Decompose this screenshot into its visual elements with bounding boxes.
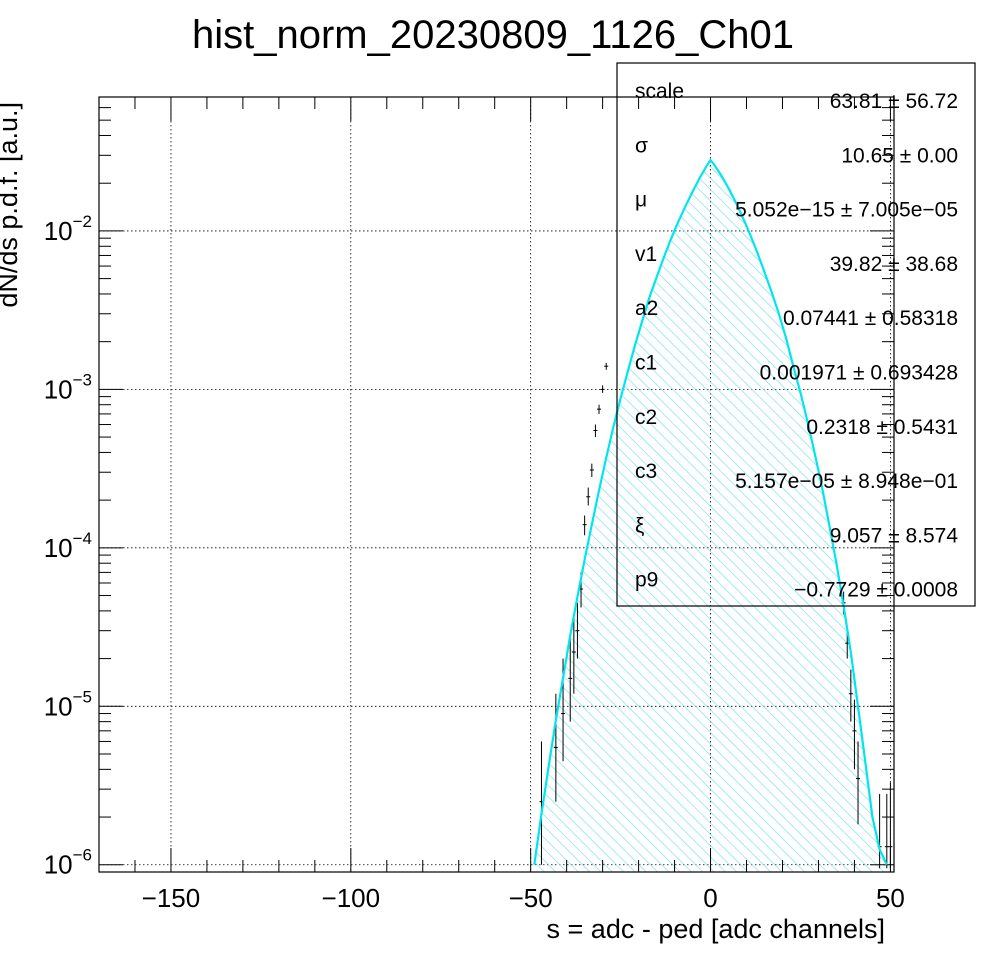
stat-value: −0.7729 ± 0.0008 [794, 579, 958, 602]
stat-name: c3 [635, 460, 657, 483]
y-tick-label: 10−5 [44, 687, 92, 721]
y-tick-label: 10−3 [44, 370, 92, 404]
y-tick-base: 10 [44, 216, 73, 246]
data-point [600, 385, 605, 393]
data-point [604, 362, 609, 370]
y-axis-title: dN/ds p.d.f. [a.u.] [0, 102, 23, 308]
data-point [582, 515, 587, 536]
data-point [852, 699, 857, 770]
data-point [593, 424, 598, 438]
data-point [856, 741, 861, 825]
y-tick-base: 10 [44, 691, 73, 721]
fit-area [534, 160, 887, 872]
y-tick-exponent: −6 [73, 846, 92, 865]
x-axis-title: s = adc - ped [adc channels] [547, 914, 885, 944]
chart-title: hist_norm_20230809_1126_Ch01 [192, 13, 794, 57]
x-tick-label: −150 [142, 883, 201, 913]
data-point [848, 669, 853, 722]
stat-value: 5.157e−05 ± 8.948e−01 [735, 470, 958, 493]
stat-value: 0.2318 ± 0.5431 [806, 416, 958, 439]
stat-value: 0.001971 ± 0.693428 [760, 362, 958, 385]
stat-name: a2 [635, 297, 658, 320]
x-tick-label: −100 [322, 883, 381, 913]
y-tick-label: 10−2 [44, 212, 92, 246]
data-point [589, 463, 594, 477]
stat-value: 10.65 ± 0.00 [841, 144, 958, 167]
stat-name: c1 [635, 352, 657, 375]
y-tick-label: 10−6 [44, 846, 92, 880]
stat-value: 0.07441 ± 0.58318 [783, 307, 958, 330]
stat-value: 5.052e−15 ± 7.005e−05 [735, 199, 958, 222]
y-tick-base: 10 [44, 374, 73, 404]
stat-value: 9.057 ± 8.574 [830, 524, 959, 547]
data-point [597, 404, 602, 414]
data-point [586, 487, 591, 506]
data-point [571, 614, 576, 694]
data-point [575, 602, 580, 659]
data-point [568, 635, 573, 722]
y-tick-base: 10 [44, 533, 73, 563]
x-tick-label: 50 [876, 883, 905, 913]
y-tick-exponent: −5 [73, 687, 92, 706]
stats-frame [616, 62, 976, 607]
fit-stats-box: scale 63.81 ± 56.72 σ 10.65 ± 0.00 μ 5.052e−1… [616, 62, 976, 607]
fit-curve [533, 158, 888, 866]
stat-name: σ [635, 134, 648, 157]
y-tick-exponent: −2 [73, 212, 92, 231]
data-point [884, 793, 889, 869]
plot-frame [98, 96, 895, 873]
stat-name: ξ [635, 514, 644, 537]
data-point [553, 693, 558, 802]
y-tick-base: 10 [44, 850, 73, 880]
stat-name: p9 [635, 569, 658, 592]
stat-name: v1 [635, 243, 657, 266]
x-tick-label: 0 [703, 883, 717, 913]
stat-value: 63.81 ± 56.72 [830, 90, 958, 113]
stat-value: 39.82 ± 38.68 [830, 253, 958, 276]
stat-name: μ [635, 189, 647, 212]
x-tick-label: −50 [509, 883, 553, 913]
y-tick-exponent: −4 [73, 529, 92, 548]
y-tick-exponent: −3 [73, 370, 92, 389]
data-point [888, 782, 893, 869]
stat-name: scale [635, 80, 684, 103]
y-tick-label: 10−4 [44, 529, 92, 563]
stat-name: c2 [635, 406, 657, 429]
